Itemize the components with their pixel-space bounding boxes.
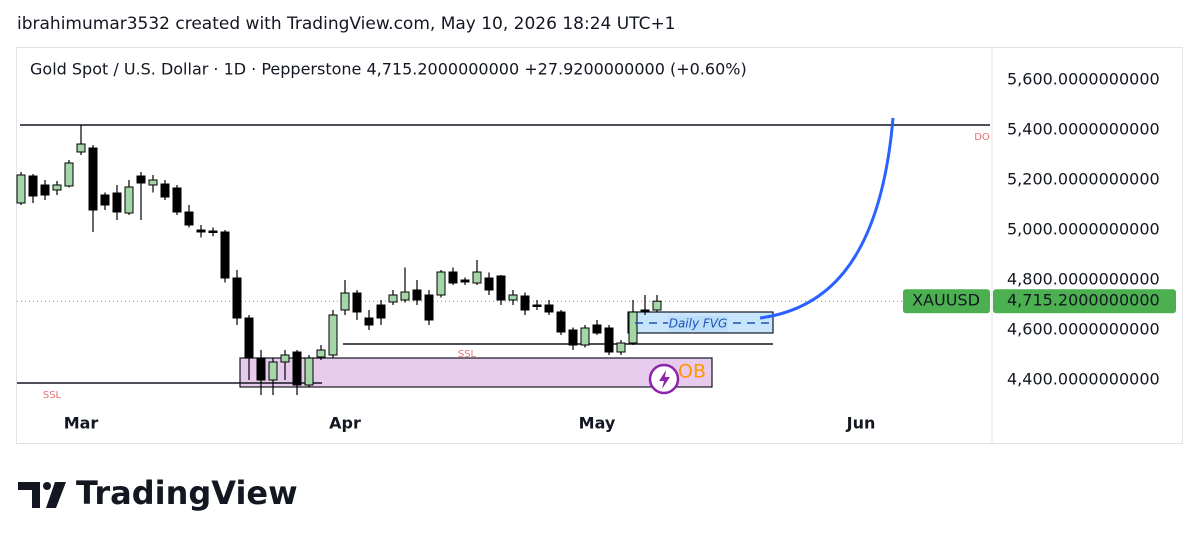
level-label: SSL: [458, 349, 477, 360]
candle-body: [472, 271, 482, 284]
candle-body: [424, 294, 434, 321]
candle-body: [532, 304, 542, 307]
projection-curve: [759, 117, 895, 320]
y-tick-label: 5,200.0000000000: [1007, 170, 1160, 189]
candle-body: [316, 349, 326, 358]
candle-body: [568, 329, 578, 346]
candle-body: [496, 275, 506, 301]
symbol-box: [903, 289, 990, 314]
candle-body: [448, 271, 458, 284]
candle-body: [208, 230, 218, 233]
candle-body: [292, 351, 302, 386]
zone-label: OB: [678, 361, 706, 383]
candle-body: [436, 271, 446, 296]
candle-body: [580, 327, 590, 346]
candle-body: [304, 357, 314, 386]
zone: [239, 357, 713, 388]
candle-body: [220, 231, 230, 279]
x-tick-label: Apr: [329, 414, 361, 433]
candle-body: [556, 311, 566, 333]
candle-body: [388, 294, 398, 303]
x-tick-label: May: [579, 414, 616, 433]
y-tick-label: 4,400.0000000000: [1007, 370, 1160, 389]
y-tick-label: 5,400.0000000000: [1007, 120, 1160, 139]
candle-body: [172, 187, 182, 213]
icon-bolt: [659, 370, 670, 389]
credit: ibrahimumar3532 created with TradingView…: [17, 14, 676, 34]
candle-body: [640, 309, 650, 312]
candle-body: [40, 184, 50, 196]
candle-body: [196, 229, 206, 233]
candle-body: [340, 292, 350, 311]
zone-label-bg: [668, 316, 728, 332]
candle-body: [148, 179, 158, 186]
candle-body: [328, 314, 338, 356]
chart-title: Gold Spot / U.S. Dollar · 1D · Peppersto…: [30, 60, 747, 79]
price-label: 4,715.2000000000: [1007, 291, 1160, 310]
candle-body: [76, 143, 86, 153]
candle-body: [460, 279, 470, 283]
y-tick-label: 5,600.0000000000: [1007, 70, 1160, 89]
candle-body: [88, 147, 98, 211]
candle-body: [100, 194, 110, 206]
symbol-label: XAUUSD: [912, 291, 980, 310]
y-tick-label: 5,000.0000000000: [1007, 220, 1160, 239]
level-label: SSL: [43, 390, 62, 401]
candle-body: [412, 289, 422, 301]
candle-body: [28, 175, 38, 197]
candle-body: [628, 311, 638, 344]
candle-body: [376, 304, 386, 319]
candle-body: [544, 304, 554, 313]
candle-body: [400, 291, 410, 301]
candle-body: [112, 192, 122, 213]
candle-body: [232, 277, 242, 319]
candle-body: [592, 324, 602, 334]
candle-body: [256, 357, 266, 381]
chart-frame: [16, 47, 1183, 444]
level-label: DO: [974, 132, 990, 143]
candle-body: [244, 317, 254, 359]
y-tick-label: 4,800.0000000000: [1007, 270, 1160, 289]
candle-body: [352, 292, 362, 313]
x-tick-label: Mar: [64, 414, 99, 433]
candle-body: [136, 175, 146, 184]
candle-body: [124, 186, 134, 214]
zone-label: Daily FVG: [669, 317, 728, 331]
candle-body: [64, 162, 74, 187]
candle-body: [508, 294, 518, 301]
y-tick-label: 4,600.0000000000: [1007, 320, 1160, 339]
candle-body: [280, 354, 290, 363]
logo: [18, 482, 66, 508]
candle-body: [616, 342, 626, 353]
candle-body: [604, 327, 614, 353]
x-tick-label: Jun: [846, 414, 876, 433]
candle-body: [652, 300, 662, 311]
candle-body: [52, 184, 62, 191]
candle-body: [268, 361, 278, 381]
candle-body: [364, 317, 374, 326]
candle-body: [520, 295, 530, 311]
candle-body: [184, 211, 194, 226]
candle-body: [160, 183, 170, 198]
candle-body: [16, 174, 26, 204]
brand: TradingView: [76, 474, 298, 512]
price-box: [993, 289, 1176, 314]
candle-body: [484, 277, 494, 291]
